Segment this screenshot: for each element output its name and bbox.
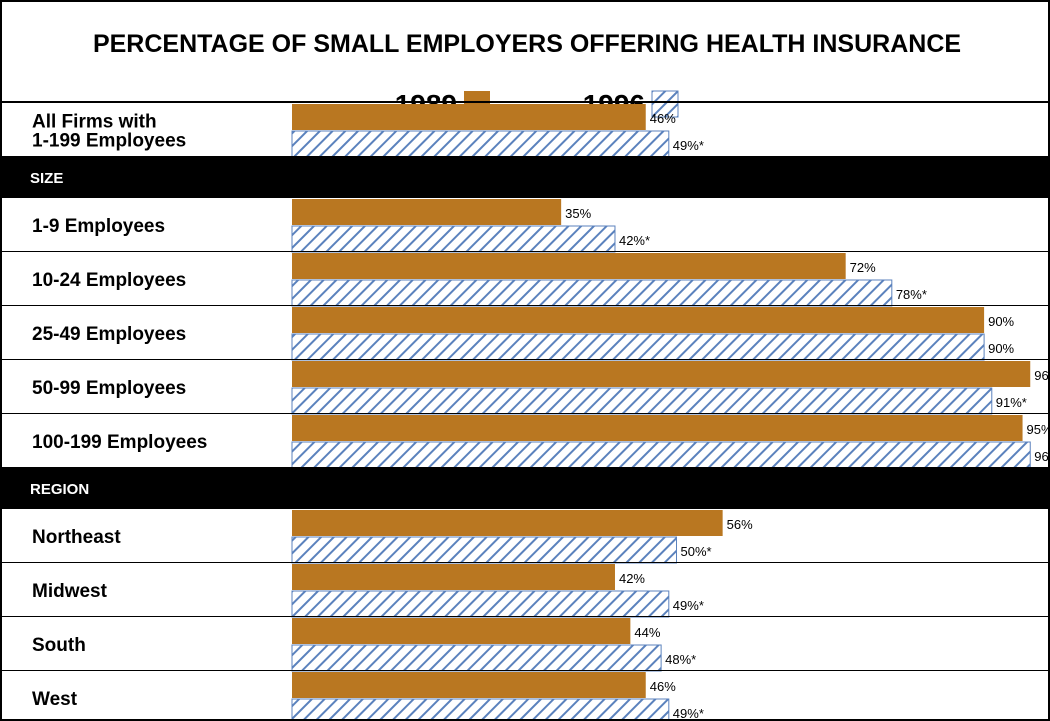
category-label: Northeast [32, 527, 121, 548]
bar-1996 [291, 536, 677, 564]
value-label-1989: 95% [1027, 422, 1050, 437]
bar-1989 [292, 104, 646, 130]
bar-1989 [292, 510, 723, 536]
bar-1989 [292, 415, 1023, 441]
bar-1996 [291, 644, 662, 672]
value-label-1996: 78%* [896, 287, 927, 302]
bar-1989 [292, 253, 846, 279]
bar-1996 [291, 441, 1031, 469]
section-band-region [2, 468, 1048, 509]
category-row: 100-199 Employees 95% 96% [32, 415, 1050, 469]
value-label-1989: 44% [634, 625, 660, 640]
bar-1989 [292, 199, 562, 225]
legend-swatch-1996 [651, 90, 679, 118]
value-label-1989: 35% [565, 206, 591, 221]
value-label-1989: 56% [727, 517, 753, 532]
bar-1989 [292, 361, 1031, 387]
bar-1996 [291, 225, 616, 253]
bar-1996 [291, 698, 670, 719]
value-label-1996: 50%* [681, 544, 712, 559]
category-label: 25-49 Employees [32, 324, 186, 345]
bar-1996 [291, 333, 985, 361]
category-row: 50-99 Employees 96% 91%* [32, 361, 1050, 415]
section-label-region: REGION [30, 481, 89, 498]
category-label: South [32, 635, 86, 656]
category-row: South 44% 48%* [32, 618, 696, 672]
category-row: West 46% 49%* [32, 672, 704, 721]
section-band-size [2, 157, 1048, 198]
category-label: 100-199 Employees [32, 432, 207, 453]
category-row: 25-49 Employees 90% 90% [32, 307, 1015, 361]
section-label-size: SIZE [30, 170, 63, 187]
category-row: 1-9 Employees 35% 42%* [32, 199, 650, 253]
value-label-1996: 42%* [619, 233, 650, 248]
category-row: Midwest 42% 49%* [32, 564, 704, 618]
value-label-1996: 49%* [673, 138, 704, 153]
category-label: Midwest [32, 581, 108, 602]
value-label-1989: 90% [988, 314, 1014, 329]
value-label-1996: 49%* [673, 598, 704, 613]
bar-1996 [291, 130, 670, 158]
bar-1989 [292, 618, 631, 644]
category-row: 10-24 Employees 72% 78%* [32, 253, 927, 307]
value-label-1989: 46% [650, 679, 676, 694]
value-label-1996: 49%* [673, 706, 704, 721]
bar-1989 [292, 672, 646, 698]
value-label-1989: 72% [850, 260, 876, 275]
value-label-1989: 46% [650, 111, 676, 126]
category-label: 1-199 Employees [32, 131, 186, 152]
category-label: West [32, 689, 78, 710]
value-label-1996: 91%* [996, 395, 1027, 410]
bar-1989 [292, 564, 615, 590]
bar-1989 [292, 307, 985, 333]
value-label-1996: 48%* [665, 652, 696, 667]
value-label-1996: 96% [1034, 449, 1050, 464]
bar-1996 [291, 590, 670, 618]
value-label-1989: 42% [619, 571, 645, 586]
category-label: All Firms with [32, 112, 157, 133]
bar-1996 [291, 387, 993, 415]
value-label-1989: 96% [1034, 368, 1050, 383]
chart-title: PERCENTAGE OF SMALL EMPLOYERS OFFERING H… [93, 30, 961, 58]
category-label: 1-9 Employees [32, 216, 165, 237]
bar-1996 [291, 279, 893, 307]
category-label: 10-24 Employees [32, 270, 186, 291]
value-label-1996: 90% [988, 341, 1014, 356]
category-row: Northeast 56% 50%* [32, 510, 753, 564]
category-label: 50-99 Employees [32, 378, 186, 399]
